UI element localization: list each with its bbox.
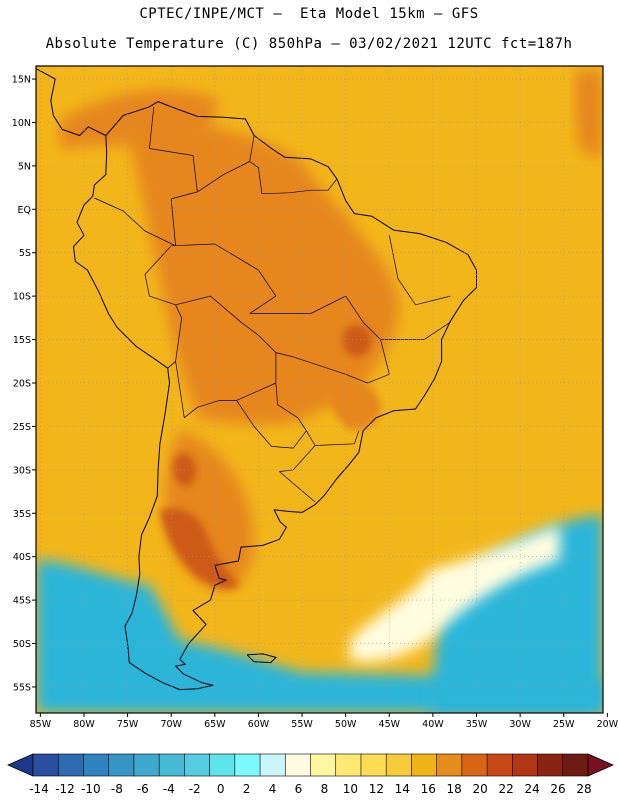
colorbar-swatch [411, 753, 438, 777]
colorbar-label: -14 [29, 782, 49, 796]
lat-tick-label: 10N [12, 118, 31, 129]
lat-tick-label: 45S [13, 596, 31, 607]
temp-region-3 [130, 125, 399, 425]
lon-tick-label: 40W [422, 719, 444, 730]
temp-region-4 [60, 89, 220, 150]
colorbar-label: -12 [55, 782, 75, 796]
lat-tick-label: 40S [13, 552, 31, 563]
colorbar-under-arrow [7, 753, 34, 777]
lat-tick-label: 25S [13, 422, 31, 433]
colorbar-label: 18 [447, 782, 462, 796]
colorbar-label: 10 [343, 782, 358, 796]
lat-tick-label: 5S [19, 248, 31, 259]
colorbar-label: -2 [189, 782, 201, 796]
temperature-field [36, 66, 603, 713]
lon-tick-label: 80W [73, 719, 95, 730]
lat-tick-label: 35S [13, 509, 31, 520]
colorbar-label: 4 [269, 782, 277, 796]
temp-region-9 [342, 324, 372, 357]
colorbar-swatch [486, 753, 513, 777]
lat-tick-label: 5N [18, 161, 31, 172]
colorbar-label: 6 [295, 782, 303, 796]
colorbar-swatch [461, 753, 488, 777]
colorbar-swatch [310, 753, 337, 777]
colorbar-swatch [259, 753, 286, 777]
colorbar-swatch [184, 753, 211, 777]
lat-lon-grid [36, 66, 603, 713]
colorbar-swatch [133, 753, 160, 777]
colorbar-swatch [32, 753, 59, 777]
map-subtitle: Absolute Temperature (C) 850hPa – 03/02/… [45, 36, 573, 52]
lat-tick-label: 10S [13, 292, 31, 303]
colorbar-label: 12 [369, 782, 384, 796]
temp-region-1 [430, 515, 603, 713]
lat-tick-label: 30S [13, 465, 31, 476]
colorbar-label: -10 [81, 782, 101, 796]
colorbar-swatch [209, 753, 236, 777]
colorbar-label: 0 [217, 782, 225, 796]
colorbar-swatch [385, 753, 413, 777]
temp-region-7 [328, 376, 381, 430]
colorbar-label: 26 [550, 782, 565, 796]
colorbar-swatch [284, 753, 312, 777]
lat-tick-label: 50S [13, 639, 31, 650]
colorbar-label: 20 [473, 782, 488, 796]
colorbar-label: 14 [395, 782, 410, 796]
lon-tick-label: 25W [553, 719, 575, 730]
lon-tick-label: 55W [291, 719, 313, 730]
colorbar-swatch [57, 753, 85, 777]
temp-region-0 [36, 560, 603, 713]
lat-tick-label: 15N [12, 75, 31, 86]
temperature-map: 15N 10N 5N EQ 5S 10S 15S 20S 25S 30S 35S 40S 45S 50S 5… [12, 65, 618, 730]
colorbar-label: 16 [421, 782, 436, 796]
colorbar-over-arrow [587, 753, 614, 777]
colorbar-swatch [108, 753, 135, 777]
colorbar-swatch [512, 753, 539, 777]
map-title: CPTEC/INPE/MCT – Eta Model 15km – GFS [139, 6, 479, 22]
lon-tick-label: 70W [160, 719, 182, 730]
colorbar-swatch [335, 753, 362, 777]
lat-tick-label: 15S [13, 335, 31, 346]
lon-tick-label: 20W [597, 719, 618, 730]
temp-region-5 [575, 70, 603, 160]
colorbar-swatch [83, 753, 110, 777]
lon-tick-label: 60W [248, 719, 270, 730]
temp-region-2 [350, 525, 560, 662]
colorbar-swatch [234, 753, 261, 777]
colorbar-label: 24 [524, 782, 539, 796]
lat-tick-label: 55S [13, 682, 31, 693]
colorbar-swatch [562, 753, 589, 777]
colorbar-label: -6 [137, 782, 149, 796]
colorbar: -14 -12 -10 -8 -6 -4 -2 0 2 4 6 8 10 12 14 16 18 20 22 24 26… [7, 753, 614, 796]
colorbar-swatch [360, 753, 387, 777]
lon-tick-label: 85W [30, 719, 52, 730]
colorbar-swatch [158, 753, 185, 777]
lon-tick-label: 50W [335, 719, 357, 730]
lat-tick-label: 20S [13, 378, 31, 389]
axis-ticks: 15N 10N 5N EQ 5S 10S 15S 20S 25S 30S 35S 40S 45S 50S 5… [12, 75, 618, 730]
colorbar-label: 28 [576, 782, 591, 796]
colorbar-label: 2 [243, 782, 251, 796]
colorbar-label: 8 [321, 782, 329, 796]
colorbar-swatch [537, 753, 564, 777]
colorbar-label: 22 [498, 782, 513, 796]
lon-tick-label: 45W [379, 719, 401, 730]
map-frame [35, 65, 604, 714]
lat-tick-label: EQ [18, 205, 31, 216]
colorbar-label: -8 [111, 782, 123, 796]
colorbar-swatch [436, 753, 463, 777]
lon-tick-label: 35W [466, 719, 488, 730]
temp-region-8 [160, 508, 240, 589]
colorbar-label: -4 [163, 782, 175, 796]
lon-tick-label: 75W [117, 719, 139, 730]
lon-tick-label: 65W [204, 719, 226, 730]
lon-tick-label: 30W [509, 719, 531, 730]
